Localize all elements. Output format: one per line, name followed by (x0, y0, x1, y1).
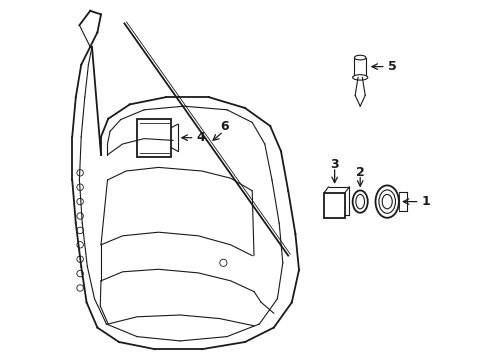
Ellipse shape (356, 194, 365, 209)
Text: 6: 6 (220, 120, 229, 132)
FancyBboxPatch shape (324, 193, 345, 218)
FancyBboxPatch shape (137, 119, 171, 157)
Ellipse shape (375, 185, 399, 218)
FancyBboxPatch shape (354, 58, 366, 77)
Ellipse shape (354, 55, 366, 60)
Ellipse shape (353, 75, 368, 80)
Ellipse shape (379, 190, 395, 213)
Ellipse shape (353, 190, 368, 213)
Text: 4: 4 (196, 131, 205, 144)
Text: 2: 2 (356, 166, 365, 179)
Text: 1: 1 (421, 195, 430, 208)
Ellipse shape (382, 194, 392, 209)
Text: 5: 5 (388, 60, 396, 73)
Text: 3: 3 (330, 158, 339, 171)
